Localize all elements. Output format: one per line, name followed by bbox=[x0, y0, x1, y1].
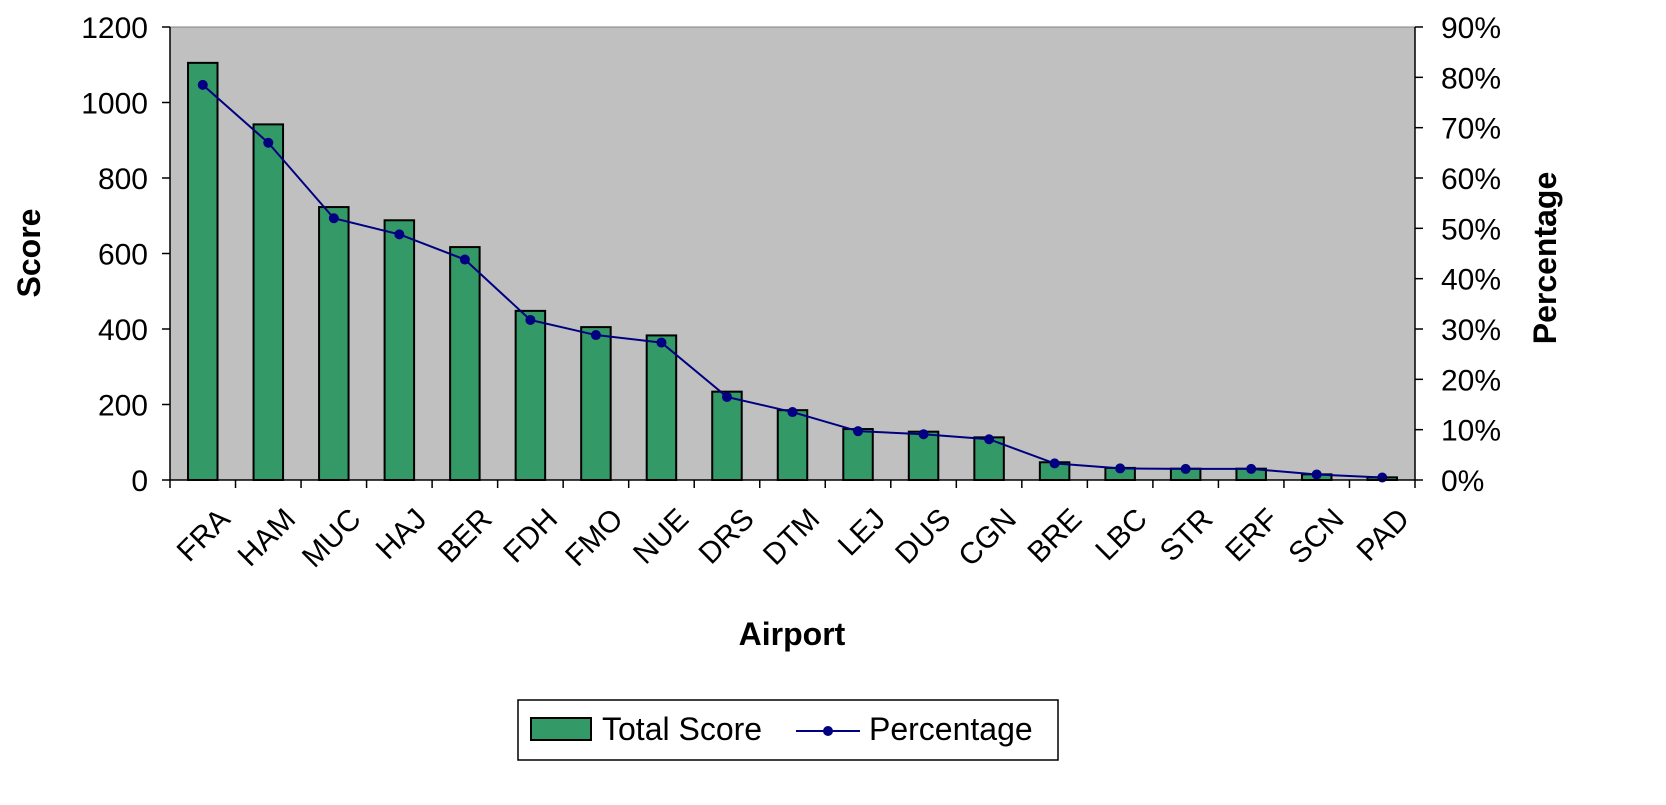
left-axis-ticks: 0 200 400 600 800 1000 1200 bbox=[81, 12, 170, 498]
x-tick-label-fmo: FMO bbox=[559, 502, 629, 572]
y2-tick-label: 80% bbox=[1441, 62, 1501, 95]
x-tick-label-ber: BER bbox=[432, 502, 499, 569]
percentage-point-ham bbox=[263, 137, 274, 148]
y-tick-label: 800 bbox=[98, 163, 148, 196]
percentage-point-str bbox=[1180, 463, 1191, 474]
y2-tick-label: 70% bbox=[1441, 113, 1501, 146]
y2-tick-label: 60% bbox=[1441, 163, 1501, 196]
y-tick-label: 1200 bbox=[81, 12, 148, 45]
y2-tick-label: 50% bbox=[1441, 213, 1501, 246]
legend-label-total-score: Total Score bbox=[602, 711, 762, 747]
percentage-point-fra bbox=[197, 79, 208, 90]
y2-axis-title: Percentage bbox=[1527, 172, 1563, 345]
percentage-point-fmo bbox=[590, 330, 601, 341]
percentage-point-bre bbox=[1049, 458, 1060, 469]
x-tick-label-erf: ERF bbox=[1219, 502, 1285, 568]
y-tick-label: 1000 bbox=[81, 88, 148, 121]
x-tick-label-haj: HAJ bbox=[370, 502, 433, 565]
x-tick-label-dus: DUS bbox=[889, 502, 957, 570]
bar-ham bbox=[252, 123, 285, 481]
right-axis-ticks: 0% 10% 20% 30% 40% 50% 60% 70% 80% 90% bbox=[1415, 12, 1501, 498]
bar-ber bbox=[449, 246, 481, 481]
percentage-point-cgn bbox=[984, 434, 995, 445]
legend-marker-percentage bbox=[823, 726, 833, 736]
bar-haj bbox=[383, 219, 416, 481]
bar-fra bbox=[187, 61, 219, 482]
x-tick-label-fra: FRA bbox=[171, 502, 237, 568]
legend-label-percentage: Percentage bbox=[869, 711, 1033, 747]
y2-tick-label: 10% bbox=[1441, 415, 1501, 448]
y-axis-title: Score bbox=[11, 209, 47, 298]
bar-drs bbox=[711, 390, 743, 481]
y-tick-label: 600 bbox=[98, 239, 148, 272]
percentage-point-ber bbox=[459, 254, 470, 265]
x-tick-label-ham: HAM bbox=[232, 502, 302, 572]
legend-swatch-total-score bbox=[530, 717, 592, 741]
plot-area bbox=[169, 26, 1416, 481]
x-tick-label-lbc: LBC bbox=[1089, 502, 1154, 567]
bar-dtm bbox=[776, 409, 809, 481]
x-tick-label-pad: PAD bbox=[1351, 502, 1416, 567]
x-tick-label-fdh: FDH bbox=[497, 502, 564, 569]
x-axis-title: Airport bbox=[739, 616, 846, 652]
percentage-point-drs bbox=[721, 391, 732, 402]
x-tick-label-bre: BRE bbox=[1021, 502, 1088, 569]
bar-muc bbox=[318, 206, 350, 481]
percentage-point-dtm bbox=[787, 407, 798, 418]
bars-group bbox=[187, 61, 1398, 482]
x-tick-label-scn: SCN bbox=[1282, 502, 1350, 570]
x-tick-label-str: STR bbox=[1154, 502, 1220, 568]
percentage-point-pad bbox=[1377, 472, 1388, 483]
x-tick-label-nue: NUE bbox=[627, 502, 695, 570]
percentage-point-muc bbox=[328, 213, 339, 224]
percentage-line-group bbox=[197, 79, 1388, 483]
percentage-point-nue bbox=[656, 337, 667, 348]
bar-lej bbox=[842, 428, 874, 482]
bar-fdh bbox=[514, 309, 547, 481]
legend-box bbox=[517, 699, 1059, 761]
x-tick-label-dtm: DTM bbox=[757, 502, 826, 571]
x-tick-label-muc: MUC bbox=[296, 502, 368, 574]
y-tick-label: 400 bbox=[98, 314, 148, 347]
percentage-point-fdh bbox=[525, 314, 536, 325]
x-tick-label-lej: LEJ bbox=[832, 502, 892, 562]
y2-tick-label: 40% bbox=[1441, 264, 1501, 297]
percentage-point-lbc bbox=[1115, 463, 1126, 474]
percentage-point-haj bbox=[394, 229, 405, 240]
percentage-point-dus bbox=[918, 429, 929, 440]
percentage-point-lej bbox=[853, 426, 864, 437]
y2-tick-label: 30% bbox=[1441, 314, 1501, 347]
bar-fmo bbox=[580, 326, 612, 481]
percentage-point-scn bbox=[1311, 469, 1322, 480]
y2-tick-label: 0% bbox=[1441, 465, 1484, 498]
y2-tick-label: 90% bbox=[1441, 12, 1501, 45]
legend: Total Score Percentage bbox=[517, 699, 1059, 761]
x-tick-label-cgn: CGN bbox=[952, 502, 1022, 572]
x-tick-label-drs: DRS bbox=[693, 502, 761, 570]
y-tick-label: 0 bbox=[131, 465, 148, 498]
bar-nue bbox=[645, 334, 678, 482]
percentage-point-erf bbox=[1246, 463, 1257, 474]
y2-tick-label: 20% bbox=[1441, 364, 1501, 397]
y-tick-label: 200 bbox=[98, 390, 148, 423]
